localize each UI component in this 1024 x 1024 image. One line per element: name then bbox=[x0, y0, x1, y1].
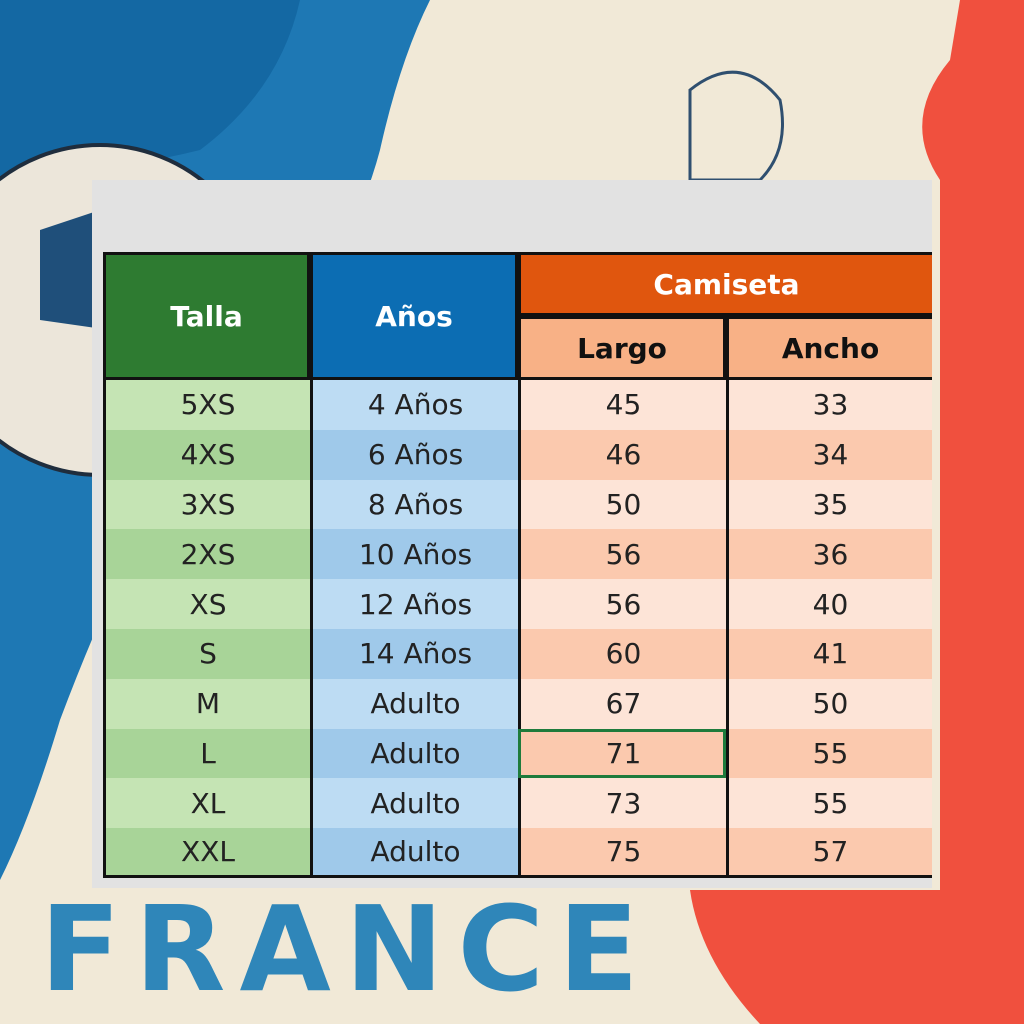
length-cell: 75 bbox=[518, 828, 726, 878]
width-cell: 41 bbox=[726, 629, 932, 679]
width-cell: 57 bbox=[726, 828, 932, 878]
header-largo: Largo bbox=[518, 316, 726, 380]
length-cell: 60 bbox=[518, 629, 726, 679]
age-cell: 14 Años bbox=[310, 629, 518, 679]
age-cell: Adulto bbox=[310, 728, 518, 779]
length-cell: 56 bbox=[518, 529, 726, 580]
header-anos: Años bbox=[310, 252, 518, 380]
age-cell: 6 Años bbox=[310, 429, 518, 480]
sketch bbox=[688, 70, 784, 182]
talla-cell: M bbox=[103, 678, 310, 729]
talla-cell: 2XS bbox=[103, 529, 310, 580]
width-cell: 55 bbox=[726, 778, 932, 829]
blue-shape-dark bbox=[0, 0, 300, 180]
length-cell: 46 bbox=[518, 429, 726, 480]
length-cell: 71 bbox=[518, 728, 726, 779]
age-cell: 8 Años bbox=[310, 479, 518, 530]
talla-cell: S bbox=[103, 629, 310, 679]
width-cell: 40 bbox=[726, 579, 932, 629]
width-cell: 34 bbox=[726, 429, 932, 480]
talla-cell: 4XS bbox=[103, 429, 310, 480]
length-cell: 45 bbox=[518, 380, 726, 430]
length-cell: 56 bbox=[518, 579, 726, 629]
header-camiseta: Camiseta bbox=[518, 252, 932, 316]
talla-cell: XXL bbox=[103, 828, 310, 878]
talla-cell: XS bbox=[103, 579, 310, 629]
age-cell: 4 Años bbox=[310, 380, 518, 430]
width-cell: 55 bbox=[726, 728, 932, 779]
header-ancho: Ancho bbox=[726, 316, 932, 380]
talla-cell: 5XS bbox=[103, 380, 310, 430]
talla-cell: XL bbox=[103, 778, 310, 829]
width-cell: 33 bbox=[726, 380, 932, 430]
age-cell: Adulto bbox=[310, 828, 518, 878]
width-cell: 35 bbox=[726, 479, 932, 530]
age-cell: Adulto bbox=[310, 778, 518, 829]
length-cell: 67 bbox=[518, 678, 726, 729]
length-cell: 73 bbox=[518, 778, 726, 829]
header-talla: Talla bbox=[103, 252, 310, 380]
length-cell: 50 bbox=[518, 479, 726, 530]
width-cell: 50 bbox=[726, 678, 932, 729]
age-cell: 12 Años bbox=[310, 579, 518, 629]
age-cell: Adulto bbox=[310, 678, 518, 729]
width-cell: 36 bbox=[726, 529, 932, 580]
brand-text: FRANCE bbox=[40, 880, 653, 1018]
talla-cell: L bbox=[103, 728, 310, 779]
age-cell: 10 Años bbox=[310, 529, 518, 580]
talla-cell: 3XS bbox=[103, 479, 310, 530]
red-shape bbox=[690, 0, 1024, 1024]
